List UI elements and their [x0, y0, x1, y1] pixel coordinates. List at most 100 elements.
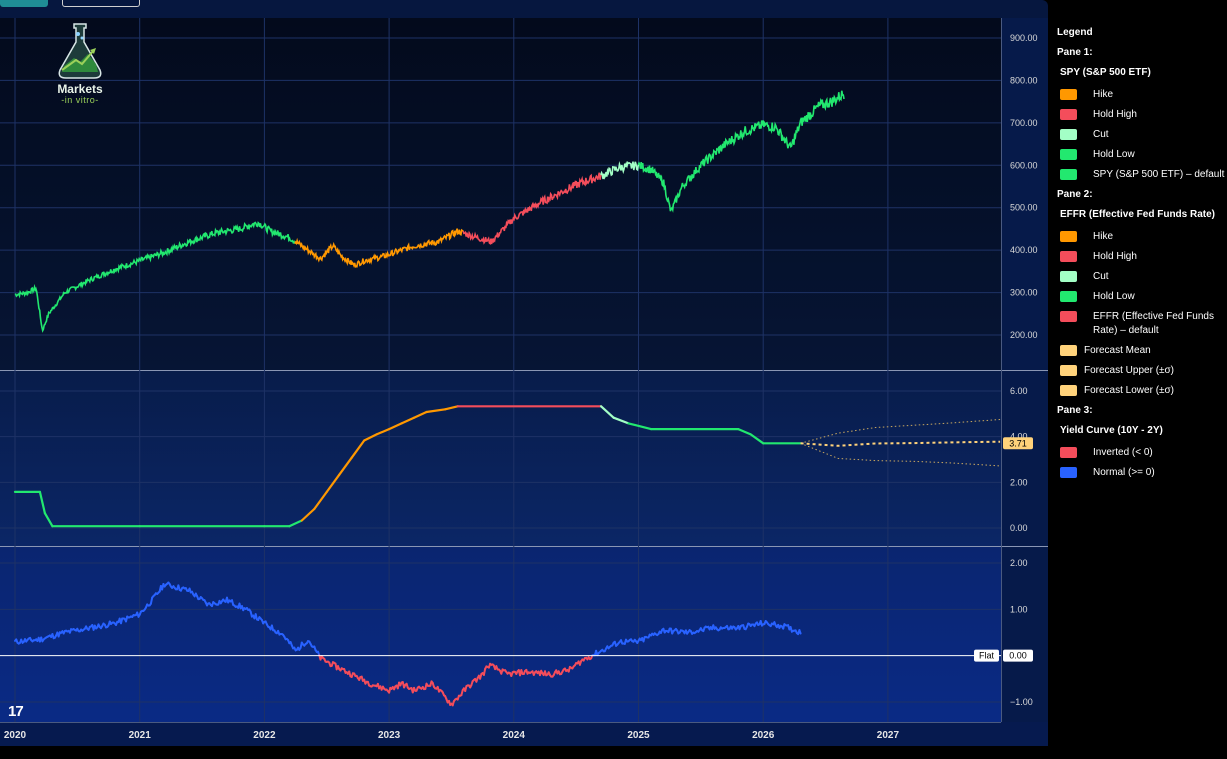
x-tick-label: 2024 [503, 730, 526, 741]
legend-swatch [1060, 129, 1077, 140]
effr-line-segment [388, 422, 403, 431]
toolbar-button[interactable] [0, 0, 48, 7]
x-tick-label: 2027 [877, 730, 900, 741]
effr-line-segment [425, 408, 447, 414]
effr-line-segment [43, 512, 54, 528]
y-tick-label: 400.00 [1010, 245, 1038, 255]
forecast-upper-line [800, 419, 1001, 444]
chart-area[interactable]: 2020 2021 2022 2023 2024 2025 2026 2027 200.00 30… [0, 0, 1048, 746]
legend-pane-label: Pane 3: [1057, 405, 1093, 416]
legend-item: EFFR (Effective Fed Funds Rate) – defaul… [1060, 310, 1227, 338]
legend-item: Hold High [1060, 108, 1227, 122]
pane-2-background [0, 371, 1001, 546]
legend-item-label: SPY (S&P 500 ETF) – default [1093, 169, 1225, 180]
toolbar-button-outline[interactable] [62, 0, 140, 7]
legend-item-label: Cut [1093, 129, 1109, 140]
tradingview-logo[interactable]: 17 [8, 703, 24, 720]
pane-1-background [0, 18, 1001, 370]
markets-in-vitro-logo: Markets -in vitro- [48, 20, 112, 106]
effr-line-segment [412, 410, 428, 419]
legend-item: Hold Low [1060, 148, 1227, 162]
legend-swatch [1060, 149, 1077, 160]
legend-item-label: Inverted (< 0) [1093, 447, 1153, 458]
legend-item: Forecast Mean [1060, 344, 1227, 358]
zero-value-label: 0.00 [1009, 651, 1027, 661]
spy-line-segment [637, 90, 845, 213]
spy-line-segment [14, 221, 296, 333]
x-tick-label: 2023 [378, 730, 401, 741]
legend-item-label: Forecast Lower (±σ) [1084, 385, 1175, 396]
effr-line-segment [300, 507, 316, 522]
legend-item-label: Cut [1093, 271, 1109, 282]
legend-swatch [1060, 271, 1077, 282]
legend-swatch [1060, 169, 1077, 180]
legend-item-label: Hold Low [1093, 291, 1135, 302]
effr-line-segment [400, 416, 416, 425]
y-tick-label: 200.00 [1010, 330, 1038, 340]
x-tick-label: 2026 [752, 730, 775, 741]
y-tick-label: −1.00 [1010, 697, 1033, 707]
legend-item-label: Hold Low [1093, 149, 1135, 160]
x-tick-label: 2025 [627, 730, 650, 741]
effr-line-segment [350, 439, 366, 459]
y-tick-label: 4.00 [1010, 432, 1028, 442]
y-tick-label: 500.00 [1010, 203, 1038, 213]
legend-item: Hike [1060, 230, 1227, 244]
chart-svg[interactable]: 2020 2021 2022 2023 2024 2025 2026 2027 200.00 30… [0, 0, 1048, 746]
legend-item-label: Forecast Upper (±σ) [1084, 365, 1175, 376]
x-tick-label: 2020 [4, 730, 27, 741]
effr-line-segment [38, 490, 47, 515]
x-axis-background [0, 722, 1048, 746]
effr-line-segment [599, 405, 615, 419]
legend-item-label: EFFR (Effective Fed Funds Rate) – defaul… [1093, 311, 1214, 336]
logo-text-in-vitro: -in vitro- [61, 95, 99, 105]
legend-item: Normal (>= 0) [1060, 466, 1227, 480]
yield-curve-segment [798, 629, 802, 635]
legend-pane-label: Pane 1: [1057, 47, 1093, 58]
legend-swatch [1060, 251, 1077, 262]
legend-title: Legend [1057, 27, 1093, 38]
effr-line-segment [288, 519, 303, 528]
effr-last-value-label: 3.71 [1009, 438, 1027, 448]
effr-last-value-badge [1003, 437, 1033, 450]
y-tick-label: 0.00 [1010, 523, 1028, 533]
legend-swatch [1060, 311, 1077, 322]
y-tick-label: 900.00 [1010, 33, 1038, 43]
legend-item-label: Hike [1093, 89, 1114, 100]
effr-line-segment [612, 416, 630, 425]
legend-item: Forecast Lower (±σ) [1060, 384, 1227, 398]
legend-series-name: EFFR (Effective Fed Funds Rate) [1060, 209, 1216, 220]
legend-pane-label: Pane 2: [1057, 189, 1093, 200]
logo-text-markets: Markets [57, 82, 103, 96]
effr-line-segment [363, 433, 378, 442]
yield-curve-segment [482, 668, 487, 676]
legend-item: Hold High [1060, 250, 1227, 264]
effr-line-segment [444, 405, 459, 411]
pane-3-background [0, 547, 1001, 722]
legend-swatch [1060, 365, 1077, 376]
flat-label: Flat [979, 651, 995, 661]
y-tick-label: 700.00 [1010, 118, 1038, 128]
legend-series-name: SPY (S&P 500 ETF) [1060, 67, 1151, 78]
effr-line-segment [749, 433, 765, 445]
y-tick-label: 800.00 [1010, 75, 1038, 85]
y-tick-label: 1.00 [1010, 604, 1028, 614]
effr-line-segment [313, 490, 328, 511]
legend-swatch [1060, 89, 1077, 100]
legend-swatch [1060, 231, 1077, 242]
spy-line-segment [600, 160, 640, 180]
legend-item-label: Hike [1093, 231, 1114, 242]
legend-series-name: Yield Curve (10Y - 2Y) [1060, 425, 1163, 436]
legend-item: SPY (S&P 500 ETF) – default [1060, 168, 1227, 182]
legend-item-label: Hold High [1093, 109, 1137, 120]
legend-item-label: Forecast Mean [1084, 345, 1151, 356]
zero-value-badge [1003, 649, 1033, 662]
forecast-lower-line [800, 442, 1001, 467]
y-tick-label: 2.00 [1010, 477, 1028, 487]
legend-item: Forecast Upper (±σ) [1060, 364, 1227, 378]
legend-swatch [1060, 291, 1077, 302]
spy-line-segment [462, 172, 602, 246]
legend-item: Hold Low [1060, 290, 1227, 304]
legend-swatch [1060, 447, 1077, 458]
spy-line-segment [294, 228, 464, 269]
